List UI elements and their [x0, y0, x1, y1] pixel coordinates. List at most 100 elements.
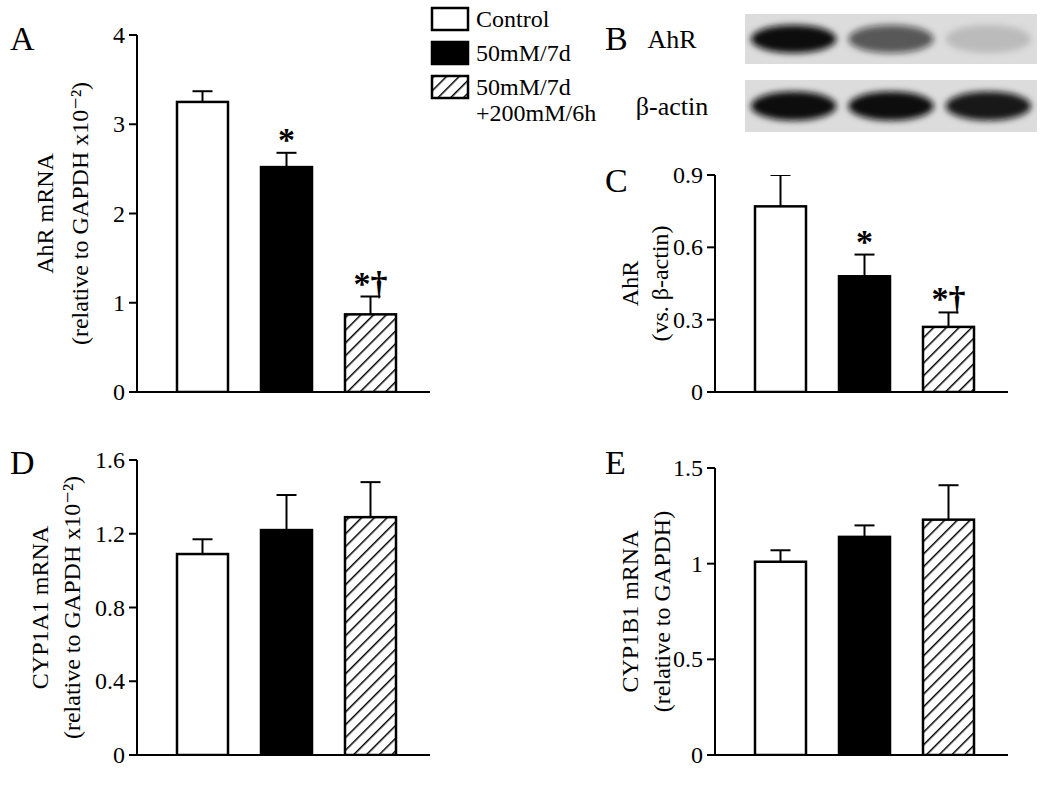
blot-band [848, 25, 934, 53]
error-bar [855, 525, 875, 536]
y-tick-label: 1.5 [673, 455, 703, 481]
blot-band [946, 25, 1032, 53]
marks [177, 482, 396, 755]
bar [755, 206, 806, 392]
y-tick [707, 658, 715, 660]
bar [923, 327, 974, 392]
panel-letter: A [10, 20, 35, 57]
error-stem [370, 482, 372, 517]
panel: CAhR(vs. β-actin)00.30.60.9**† [605, 162, 1008, 405]
bar [177, 102, 228, 392]
error-cap [855, 524, 875, 526]
error-cap [277, 494, 297, 496]
y-tick-label: 0.3 [673, 307, 703, 333]
axis-label: (relative to GAPDH) [649, 511, 675, 712]
error-cap [361, 481, 381, 483]
annotation: *† [932, 280, 966, 317]
error-stem [780, 550, 782, 561]
legend-label: Control [476, 6, 550, 32]
y-tick [129, 754, 137, 756]
y-tick-label: 2 [113, 201, 125, 227]
y-tick [129, 213, 137, 215]
y-tick [707, 754, 715, 756]
error-stem [286, 495, 288, 530]
axis-label: (relative to GAPDH x10⁻²) [59, 476, 85, 739]
bar [261, 530, 312, 755]
y-tick-label: 1.2 [95, 521, 125, 547]
panel-letter: D [10, 444, 35, 481]
y-tick-label: 0 [691, 742, 703, 768]
legend-line: 50mM/7d [476, 74, 571, 100]
y-tick [129, 680, 137, 682]
axis-label: (relative to GAPDH x10⁻²) [67, 82, 93, 345]
error-bar [277, 495, 297, 530]
axis-label: AhR mRNA [32, 152, 58, 273]
blot-panel: BAhRβ-actin [605, 14, 1037, 132]
legend-swatch [432, 8, 468, 30]
error-bar [771, 175, 791, 206]
error-cap [193, 90, 213, 92]
y-axis [714, 468, 716, 755]
y-tick [707, 563, 715, 565]
blot-band [751, 91, 837, 120]
y-tick-label: 1.6 [95, 447, 125, 473]
legend-line: +200mM/6h [476, 100, 596, 126]
y-tick-label: 0.5 [673, 646, 703, 672]
y-tick [707, 467, 715, 469]
axis-label: CYP1A1 mRNA [27, 525, 53, 689]
bar [261, 167, 312, 392]
error-bar [361, 482, 381, 517]
legend-label: 50mM/7d [476, 40, 571, 66]
error-stem [948, 485, 950, 519]
blot-bg [745, 80, 1037, 132]
error-stem [202, 539, 204, 554]
error-cap [771, 175, 791, 176]
y-tick-label: 1 [113, 290, 125, 316]
y-tick [707, 391, 715, 393]
blot-label: β-actin [636, 92, 708, 121]
marks [755, 175, 974, 392]
error-stem [202, 91, 204, 102]
bar [839, 276, 890, 392]
y-tick [129, 459, 137, 461]
bar [345, 517, 396, 755]
marks [755, 485, 974, 755]
error-bar [939, 485, 959, 519]
blot-bg [745, 14, 1037, 64]
panel-letter: C [605, 162, 628, 199]
bar [923, 520, 974, 755]
y-tick [129, 607, 137, 609]
blot-band [946, 91, 1032, 120]
y-tick [129, 533, 137, 535]
y-tick [707, 319, 715, 321]
error-stem [780, 175, 782, 206]
bar [177, 554, 228, 755]
bar [839, 537, 890, 755]
error-cap [193, 538, 213, 540]
y-tick-label: 0 [691, 379, 703, 405]
panel-letter: E [605, 444, 626, 481]
legend-line: Control [476, 6, 550, 32]
y-tick-label: 0.6 [673, 234, 703, 260]
legend-swatch [432, 42, 468, 64]
blot-band [751, 25, 837, 53]
error-stem [864, 525, 866, 536]
legend: Control50mM/7d50mM/7d+200mM/6h [432, 6, 596, 126]
annotation: * [278, 121, 295, 158]
bar [345, 314, 396, 392]
y-tick-label: 0 [113, 742, 125, 768]
panel: ECYP1B1 mRNA(relative to GAPDH)00.511.5 [605, 444, 1008, 768]
axis-label: CYP1B1 mRNA [617, 530, 643, 693]
axis-label: (vs. β-actin) [647, 225, 673, 341]
legend-label: 50mM/7d+200mM/6h [476, 74, 596, 126]
y-tick-label: 0.9 [673, 162, 703, 188]
y-tick [707, 246, 715, 248]
error-bar [193, 91, 213, 102]
error-bar [193, 539, 213, 554]
y-tick-label: 0 [113, 379, 125, 405]
blot-label: AhR [647, 25, 697, 54]
y-tick-label: 0.4 [95, 668, 125, 694]
y-tick-label: 3 [113, 111, 125, 137]
panel: D CYP1A1 mRNA(relative to GAPDH x10⁻²) 0 0.… [10, 444, 430, 768]
panel: AAhR mRNA(relative to GAPDH x10⁻²)01234*… [10, 6, 596, 405]
